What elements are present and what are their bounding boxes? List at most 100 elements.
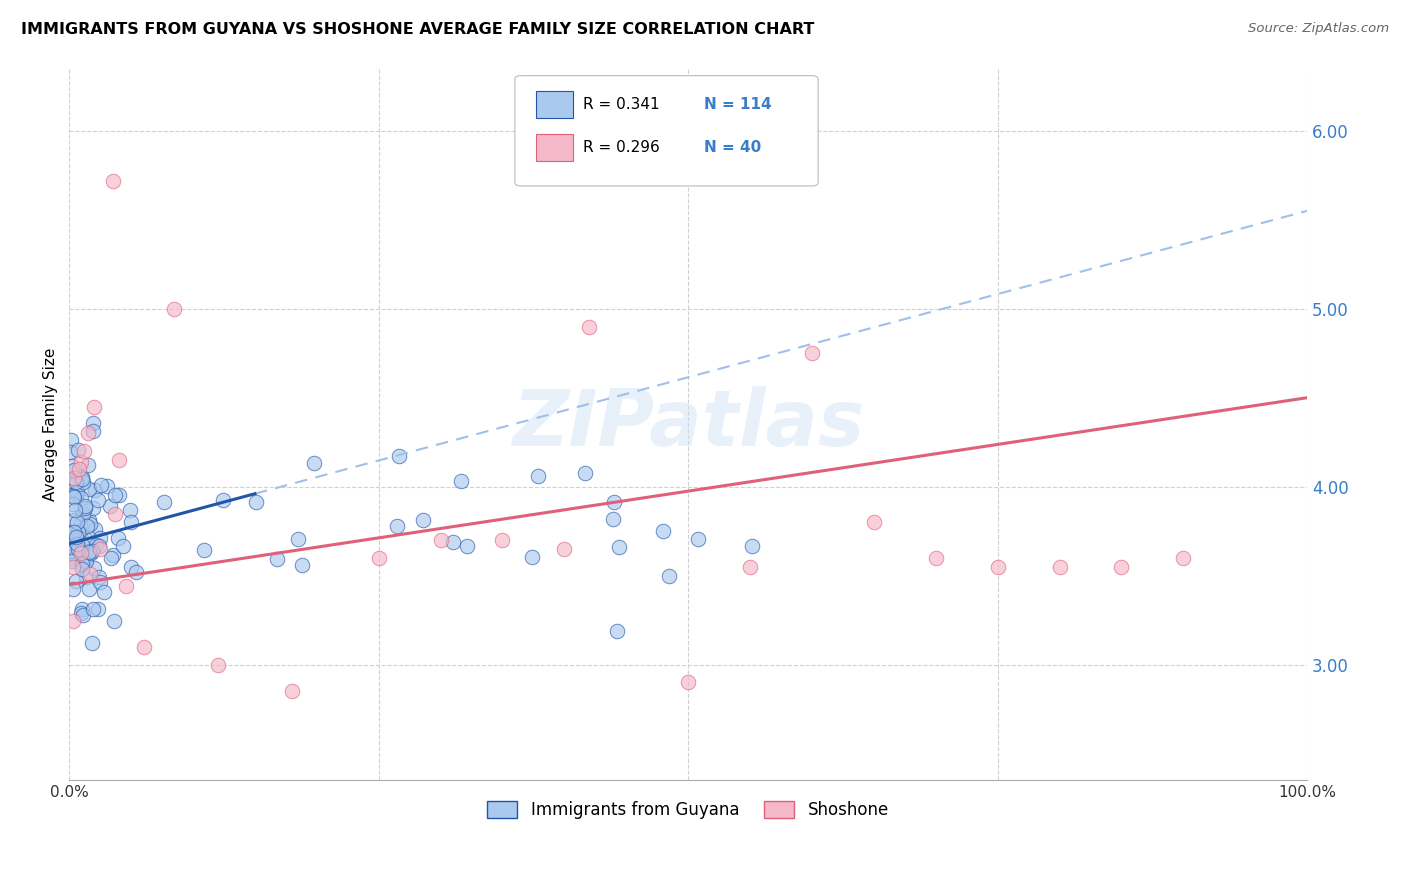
- Point: [83, 561, 105, 575]
- Point: [553, 541, 575, 556]
- Point: [77, 545, 100, 559]
- Point: [67, 462, 90, 476]
- Text: N = 114: N = 114: [704, 97, 772, 112]
- Point: [73, 500, 96, 514]
- Point: [89, 531, 111, 545]
- Point: [212, 492, 235, 507]
- Point: [79, 566, 101, 581]
- Point: [62, 549, 84, 564]
- Point: [70, 491, 93, 505]
- Point: [70, 562, 93, 576]
- Text: ZIPatlas: ZIPatlas: [512, 386, 865, 462]
- Point: [1049, 559, 1071, 574]
- Point: [62, 582, 84, 597]
- Point: [207, 657, 229, 672]
- Point: [107, 488, 129, 502]
- Point: [70, 472, 93, 486]
- Point: [456, 539, 478, 553]
- Point: [63, 524, 86, 539]
- Point: [76, 426, 98, 441]
- Point: [60, 434, 83, 448]
- Point: [863, 516, 886, 530]
- Point: [69, 454, 91, 468]
- Point: [70, 538, 93, 552]
- Point: [89, 575, 111, 590]
- Point: [69, 607, 91, 621]
- FancyBboxPatch shape: [536, 134, 574, 161]
- Point: [96, 479, 118, 493]
- Point: [520, 549, 543, 564]
- Point: [67, 442, 90, 457]
- FancyBboxPatch shape: [536, 91, 574, 119]
- Point: [385, 519, 408, 533]
- Point: [62, 560, 84, 574]
- Point: [153, 495, 176, 509]
- Point: [77, 513, 100, 527]
- Point: [63, 490, 86, 504]
- Point: [65, 574, 87, 588]
- Point: [578, 319, 600, 334]
- Point: [70, 545, 93, 559]
- Point: [63, 463, 86, 477]
- Point: [62, 614, 84, 628]
- Point: [80, 546, 103, 560]
- Point: [65, 475, 87, 489]
- Point: [65, 530, 87, 544]
- Point: [291, 558, 314, 573]
- Point: [73, 555, 96, 569]
- Point: [304, 456, 326, 470]
- Point: [388, 449, 411, 463]
- Point: [66, 515, 89, 529]
- Point: [59, 526, 82, 541]
- Point: [574, 466, 596, 480]
- Point: [77, 458, 100, 473]
- Point: [62, 496, 84, 510]
- Point: [287, 532, 309, 546]
- Point: [606, 624, 628, 638]
- Point: [59, 474, 82, 488]
- Point: [77, 530, 100, 544]
- Point: [60, 459, 83, 474]
- Point: [72, 475, 94, 490]
- Point: [98, 499, 121, 513]
- Point: [115, 579, 138, 593]
- Point: [112, 539, 135, 553]
- Point: [77, 482, 100, 496]
- Text: R = 0.341: R = 0.341: [583, 97, 659, 112]
- Point: [70, 469, 93, 483]
- Point: [118, 502, 141, 516]
- Point: [101, 173, 124, 187]
- Point: [245, 495, 267, 509]
- Point: [90, 478, 112, 492]
- Point: [163, 301, 186, 316]
- Point: [82, 425, 104, 439]
- Point: [738, 559, 761, 574]
- Point: [72, 507, 94, 521]
- Point: [107, 453, 129, 467]
- Point: [101, 548, 124, 562]
- Point: [688, 532, 710, 546]
- Point: [73, 501, 96, 516]
- Point: [82, 602, 104, 616]
- Point: [441, 534, 464, 549]
- Point: [450, 475, 472, 489]
- Point: [1173, 550, 1195, 565]
- Point: [925, 550, 948, 565]
- Point: [75, 553, 97, 567]
- Y-axis label: Average Family Size: Average Family Size: [44, 348, 58, 501]
- Point: [70, 546, 93, 560]
- Point: [87, 492, 110, 507]
- Point: [76, 518, 98, 533]
- Point: [63, 471, 86, 485]
- Point: [603, 494, 626, 508]
- Point: [132, 640, 155, 654]
- Point: [59, 445, 82, 459]
- Point: [82, 636, 104, 650]
- Point: [82, 416, 104, 430]
- Point: [125, 566, 148, 580]
- Point: [429, 533, 451, 547]
- Point: [63, 503, 86, 517]
- Point: [66, 524, 89, 539]
- Point: [82, 501, 104, 516]
- FancyBboxPatch shape: [515, 76, 818, 186]
